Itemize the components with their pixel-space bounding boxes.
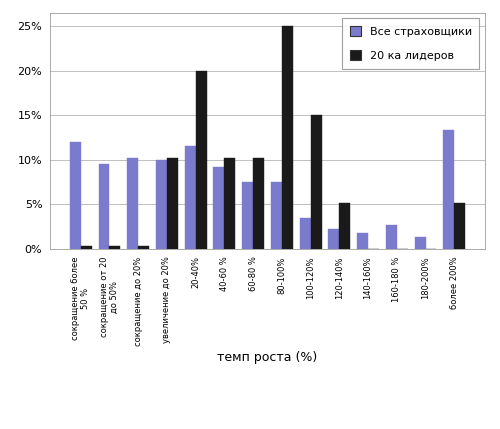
Bar <box>282 26 293 249</box>
Bar <box>184 146 196 249</box>
Bar <box>224 158 235 249</box>
Bar <box>80 246 92 249</box>
Bar <box>242 182 253 249</box>
Bar <box>386 225 397 249</box>
Bar <box>300 218 310 249</box>
Bar <box>271 182 282 249</box>
Bar <box>98 164 110 249</box>
Bar <box>110 246 120 249</box>
Bar <box>357 233 368 249</box>
Bar <box>70 142 80 249</box>
Bar <box>196 71 206 249</box>
Legend: Все страховщики, 20 ка лидеров: Все страховщики, 20 ка лидеров <box>342 18 479 69</box>
Bar <box>444 130 454 249</box>
Bar <box>138 246 149 249</box>
Bar <box>214 167 224 249</box>
Bar <box>156 160 167 249</box>
Bar <box>414 237 426 249</box>
Bar <box>454 202 465 249</box>
Bar <box>167 158 178 249</box>
X-axis label: темп роста (%): темп роста (%) <box>218 351 318 364</box>
Bar <box>310 115 322 249</box>
Bar <box>253 158 264 249</box>
Bar <box>328 229 340 249</box>
Bar <box>128 158 138 249</box>
Bar <box>340 202 350 249</box>
